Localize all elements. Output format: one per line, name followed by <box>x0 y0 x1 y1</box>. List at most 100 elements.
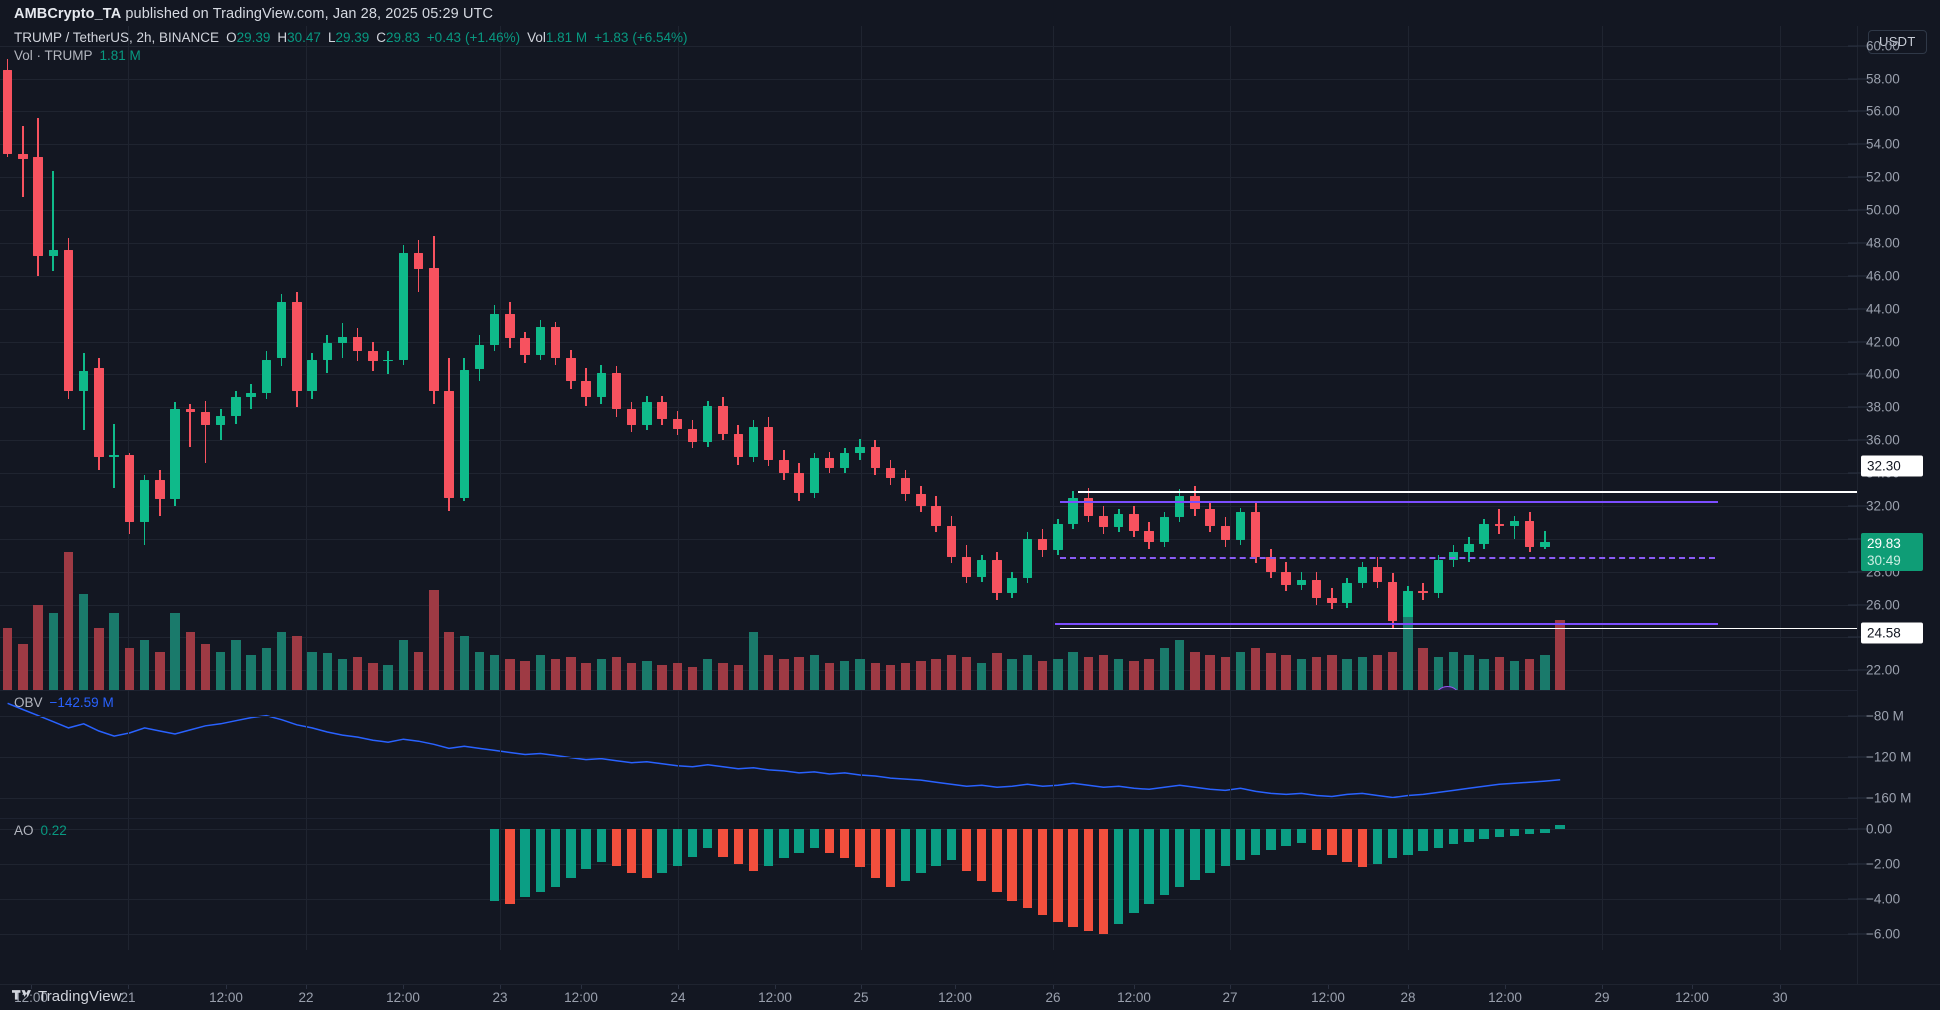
volume-legend-title[interactable]: Vol · TRUMP <box>14 48 93 63</box>
time-axis-label: 12:00 <box>1488 990 1522 1005</box>
volume-bar <box>1174 640 1185 690</box>
legend-open-value: 29.39 <box>236 30 271 45</box>
volume-bar <box>687 666 698 690</box>
volume-bar <box>1342 659 1352 690</box>
volume-bar <box>809 655 820 690</box>
ao-histogram-bar <box>1114 828 1124 924</box>
ao-pane[interactable]: AO 0.22 <box>0 818 1857 950</box>
candle-body <box>992 560 1002 594</box>
legend-high-key: H <box>277 30 288 45</box>
grid-line <box>306 690 307 818</box>
volume-bar <box>794 657 804 690</box>
grid-line <box>306 26 307 690</box>
ao-histogram-bar <box>748 828 759 871</box>
volume-bar <box>977 663 987 690</box>
ao-histogram-bar <box>1083 828 1094 931</box>
time-tick-mark <box>955 985 956 989</box>
candle-body <box>139 479 150 523</box>
candle-body <box>1357 566 1367 584</box>
grid-line <box>0 828 1857 830</box>
time-scale[interactable]: 12:00 21 12:00 22 12:00 23 12:00 24 12:00 25 12:00… <box>0 984 1940 1010</box>
horizontal-level-line[interactable] <box>1060 500 1718 503</box>
tradingview-logo[interactable]: TradingView <box>12 988 122 1005</box>
scale-tick-mark <box>1848 275 1870 277</box>
scale-tick-mark <box>1848 45 1870 47</box>
volume-bar <box>870 663 880 690</box>
horizontal-level-line[interactable] <box>1060 627 1857 630</box>
ao-histogram-bar <box>1540 828 1550 833</box>
volume-bar <box>261 647 272 690</box>
volume-bar <box>1494 657 1504 690</box>
ao-histogram-bar <box>916 828 926 873</box>
ao-histogram-bar <box>550 828 561 887</box>
grid-line <box>1602 690 1603 818</box>
volume-bar <box>535 655 546 690</box>
candle-body <box>215 415 226 426</box>
pane-separator-ao[interactable] <box>0 818 1940 819</box>
time-axis-label: 22 <box>298 990 314 1005</box>
price-tag[interactable]: 32.30 <box>1861 455 1923 477</box>
price-tag[interactable]: 29.83 30:49 <box>1861 533 1923 571</box>
volume-bar <box>368 663 378 690</box>
currency-badge[interactable]: USDT <box>1868 30 1927 54</box>
ao-histogram-bar <box>566 828 576 878</box>
horizontal-level-line[interactable] <box>1055 622 1718 625</box>
volume-bar <box>1022 655 1033 690</box>
volume-bar <box>885 665 896 690</box>
candle-body <box>1464 543 1474 552</box>
grid-line <box>678 690 679 818</box>
legend-volume-value: 1.81 M <box>545 30 588 45</box>
price-tag[interactable]: 24.58 <box>1861 622 1923 644</box>
grid-line <box>0 898 1857 900</box>
candle-body <box>733 433 743 457</box>
grid-line <box>1780 818 1781 950</box>
ao-histogram-bar <box>855 828 865 868</box>
scale-tick-mark <box>1848 669 1870 671</box>
ao-histogram-bar <box>1296 828 1307 843</box>
candle-body <box>1509 520 1520 526</box>
volume-bar <box>626 663 637 690</box>
ao-histogram-bar <box>1525 828 1535 834</box>
volume-bar <box>2 628 13 690</box>
grid-line <box>0 670 1857 672</box>
time-axis-label: 12:00 <box>758 990 792 1005</box>
grid-line <box>1780 26 1781 690</box>
attribution-text: AMBCrypto_TA published on TradingView.co… <box>14 6 493 22</box>
grid-line <box>0 863 1857 865</box>
scale-tick-mark <box>1848 373 1870 375</box>
horizontal-level-line[interactable] <box>1078 491 1857 493</box>
scale-tick-mark <box>1848 176 1870 178</box>
volume-bar <box>1037 661 1048 690</box>
candle-body <box>261 359 272 393</box>
time-axis-label: 12:00 <box>938 990 972 1005</box>
legend-symbol[interactable]: TRUMP / TetherUS, 2h, BINANCE <box>14 30 220 45</box>
ao-histogram-bar <box>733 828 743 864</box>
volume-bar <box>1479 659 1489 690</box>
scale-tick-mark <box>1848 933 1870 935</box>
obv-pane[interactable]: OBV −142.59 M <box>0 690 1857 818</box>
horizontal-level-line[interactable] <box>1060 556 1715 559</box>
candle-body <box>48 249 58 257</box>
volume-bar <box>1296 659 1307 690</box>
grid-line <box>0 715 1857 717</box>
tradingview-logo-text: TradingView <box>38 988 122 1005</box>
volume-bar <box>1205 655 1215 690</box>
price-pane[interactable]: TRUMP / TetherUS, 2h, BINANCE O29.39 H30.4… <box>0 26 1857 690</box>
price-axis-label: 54.00 <box>1866 136 1900 152</box>
obv-legend-title[interactable]: OBV <box>14 695 43 710</box>
candle-body <box>961 556 972 577</box>
volume-bar <box>855 659 865 690</box>
grid-line <box>0 275 1857 277</box>
grid-line <box>128 26 129 690</box>
price-scale[interactable]: USDT 60.00 58.00 56.00 54.00 52.00 50.00 48.00… <box>1848 26 1940 984</box>
ao-histogram-bar <box>809 828 820 848</box>
volume-bar <box>1433 657 1444 690</box>
volume-bar <box>139 640 150 690</box>
candle-body <box>413 252 424 270</box>
time-axis-label: 26 <box>1045 990 1061 1005</box>
time-axis-label: 12:00 <box>14 990 48 1005</box>
ao-legend-title[interactable]: AO <box>14 823 34 838</box>
legend-open-key: O <box>226 30 237 45</box>
ao-histogram-bar <box>1053 828 1063 922</box>
pane-separator-obv[interactable] <box>0 690 1940 691</box>
